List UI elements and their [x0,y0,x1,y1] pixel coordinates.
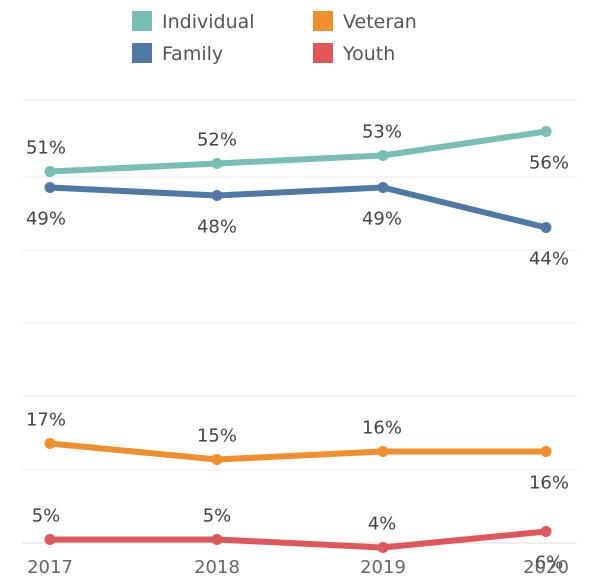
data-point-veteran-2017 [44,438,56,449]
legend-label-youth: Youth [342,43,395,65]
data-point-family-2018 [211,190,223,201]
data-label-veteran-2020: 16% [529,473,569,494]
data-label-veteran-2018: 15% [197,426,237,447]
data-point-family-2020 [540,222,552,233]
data-point-veteran-2018 [211,454,223,465]
x-tick-label-2018: 2018 [194,557,240,578]
legend-label-individual: Individual [162,11,255,33]
x-tick-label-2017: 2017 [27,557,73,578]
data-label-family-2020: 44% [529,249,569,270]
legend-swatch-individual [132,11,152,31]
legend-swatch-family [132,43,152,63]
data-point-family-2019 [377,182,389,193]
data-label-individual-2020: 56% [529,153,569,174]
series-line-individual [47,128,549,175]
data-point-youth-2020 [540,526,552,537]
data-label-veteran-2019: 16% [362,418,402,439]
legend-swatch-youth [313,43,333,63]
series-line-youth [47,528,549,551]
data-point-individual-2018 [211,158,223,169]
data-label-individual-2017: 51% [26,138,66,159]
data-label-individual-2018: 52% [197,130,237,151]
data-point-individual-2020 [540,126,552,137]
data-point-individual-2017 [44,166,56,177]
data-point-veteran-2020 [540,446,552,457]
data-point-youth-2017 [44,534,56,545]
series-line-family [47,184,549,231]
data-label-family-2019: 49% [362,209,402,230]
data-point-individual-2019 [377,150,389,161]
data-label-youth-2019: 4% [368,514,397,535]
data-label-individual-2019: 53% [362,122,402,143]
series-lines [44,126,552,553]
data-label-youth-2020: 6% [535,553,564,574]
data-point-youth-2019 [377,542,389,553]
data-label-youth-2017: 5% [32,506,61,527]
data-label-family-2017: 49% [26,209,66,230]
data-point-youth-2018 [211,534,223,545]
series-line-veteran [47,440,549,463]
data-label-family-2018: 48% [197,217,237,238]
legend-label-veteran: Veteran [343,11,417,33]
x-axis: 2017 2018 2019 2020 [27,557,569,578]
data-label-veteran-2017: 17% [26,410,66,431]
legend-swatch-veteran [313,11,333,31]
x-tick-label-2020: 2020 [523,557,569,578]
legend-label-family: Family [162,43,223,65]
gridlines [22,99,577,544]
data-point-veteran-2019 [377,446,389,457]
data-label-youth-2018: 5% [203,506,232,527]
data-labels: 51% 52% 53% 56% 49% 48% 49% 44% 17% 15% 16% 16% 5% 5%… [26,122,569,574]
x-tick-label-2019: 2019 [360,557,406,578]
legend: Individual Family Veteran Youth [132,11,417,65]
data-point-family-2017 [44,182,56,193]
